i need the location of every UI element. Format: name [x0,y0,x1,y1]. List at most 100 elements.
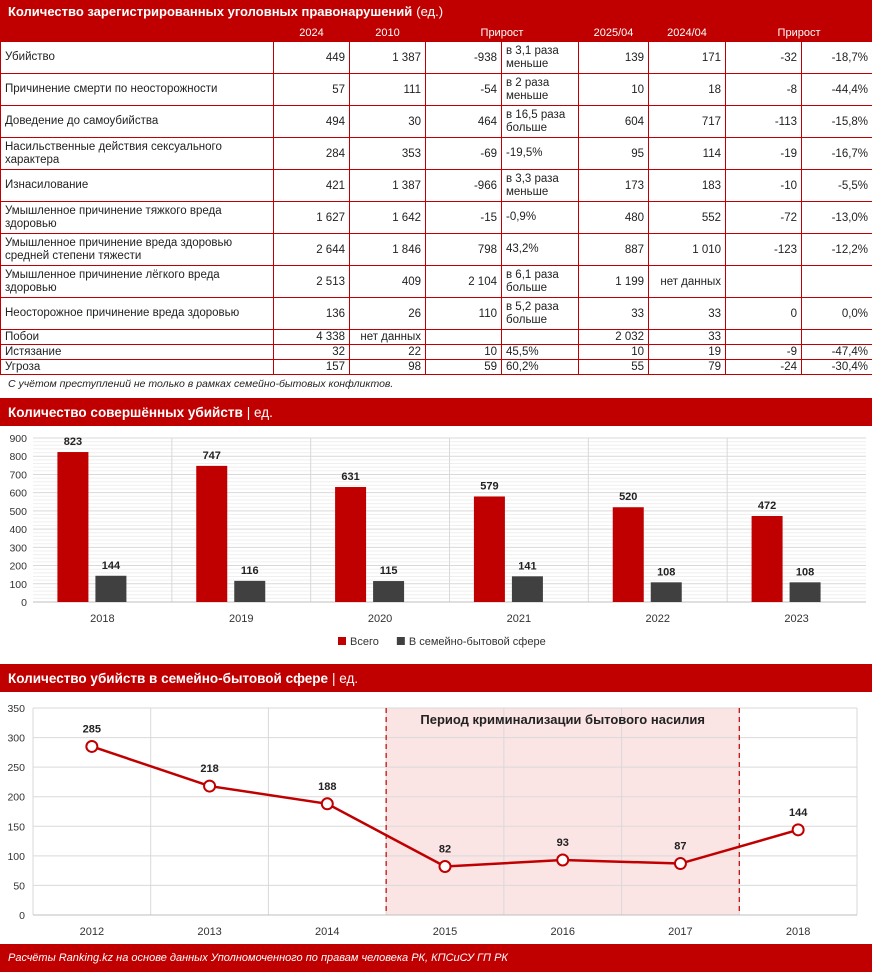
table-cell-v2010: 353 [349,137,426,170]
bar-value-label: 823 [64,436,82,448]
table-cell-v2024-04: 717 [648,105,727,138]
table-cell-growth-rel: 60,2% [500,359,580,375]
table-cell-growth2-rel: -47,4% [801,344,872,360]
table-row: Умышленное причинение лёгкого вреда здор… [0,265,872,298]
line-point [320,797,334,811]
bar [335,487,367,602]
table-cell-growth2-abs: -10 [725,169,803,202]
bar [650,582,682,602]
table-cell-growth-rel: 45,5% [500,344,580,360]
table-cell-v2025-04: 95 [578,137,650,170]
bar [196,465,228,602]
table-cell-v2024: 2 644 [273,233,350,266]
table-cell-growth2-abs: -24 [725,359,803,375]
table-cell-growth-abs: 59 [425,359,502,375]
table-cell-name: Побои [0,329,274,345]
table-cell-v2024: 2 513 [273,265,350,298]
table-cell-growth-abs: -15 [425,201,502,234]
line-x-tick-label: 2012 [80,926,104,938]
bar-y-tick-label: 800 [9,451,27,463]
table-cell-v2010: нет данных [349,329,426,345]
table-cell-v2025-04: 2 032 [578,329,650,345]
table-cell-v2025-04: 10 [578,344,650,360]
line-y-tick-label: 300 [7,733,25,745]
highlight-period [386,708,740,915]
table-cell-v2010: 22 [349,344,426,360]
table-cell-growth-abs: 10 [425,344,502,360]
table-cell-growth-abs: 2 104 [425,265,502,298]
table-cell-name: Причинение смерти по неосторожности [0,73,274,106]
line-chart-unit: | ед. [332,670,359,686]
table-cell-growth-abs: -938 [425,41,502,74]
table-cell-v2010: 1 642 [349,201,426,234]
bar-value-label: 108 [657,566,675,578]
header-growth2: Прирост [725,23,872,42]
line-point [85,739,99,753]
bar-x-tick-label: 2018 [90,613,114,625]
bar [473,496,505,602]
bar-x-tick-label: 2020 [368,613,392,625]
bar [373,581,405,602]
table-cell-name: Истязание [0,344,274,360]
line-y-tick-label: 100 [7,851,25,863]
table-cell-v2025-04: 173 [578,169,650,202]
table-cell-v2024: 284 [273,137,350,170]
line-x-tick-label: 2015 [433,926,457,938]
table-cell-v2024-04: 183 [648,169,727,202]
legend-swatch [396,637,405,645]
bar [612,507,644,602]
table-cell-v2024: 421 [273,169,350,202]
table-cell-growth2-abs [725,265,803,298]
table-cell-v2024: 494 [273,105,350,138]
table-title-banner: Количество зарегистрированных уголовных … [0,0,872,23]
table-cell-v2024: 136 [273,297,350,330]
legend-label: Всего [350,636,379,648]
table-row: Неосторожное причинение вреда здоровью 13… [0,297,872,330]
line-value-label: 188 [318,781,336,793]
line-value-label: 93 [557,837,569,849]
line-chart-title: Количество убийств в семейно-бытовой сфе… [8,670,328,686]
header-2025-04: 2025/04 [578,23,650,42]
table-cell-growth-abs: 464 [425,105,502,138]
bar-value-label: 141 [518,560,536,572]
table-cell-growth2-rel: 0,0% [801,297,872,330]
bar [751,515,783,602]
table-cell-growth2-rel: -5,5% [801,169,872,202]
line-value-label: 285 [83,723,101,735]
bar-value-label: 108 [796,566,814,578]
table-cell-growth2-abs: -72 [725,201,803,234]
table-cell-growth2-abs: -8 [725,73,803,106]
table-cell-v2025-04: 1 199 [578,265,650,298]
header-2010: 2010 [349,23,426,42]
table-cell-growth2-rel [801,265,872,298]
table-cell-growth-rel: в 3,1 раза меньше [500,41,580,74]
line-y-tick-label: 250 [7,762,25,774]
table-row: Насильственные действия сексуального хар… [0,137,872,170]
table-cell-v2024-04: нет данных [648,265,727,298]
table-cell-v2025-04: 480 [578,201,650,234]
header-growth: Прирост [424,23,580,42]
table-row: Истязание 32 22 10 45,5% 10 19 -9 -47,4% [0,344,872,360]
line-point [556,853,570,867]
table-cell-v2024: 1 627 [273,201,350,234]
crime-table: 2024 2010 Прирост 2025/04 2024/04 Прирос… [0,23,872,375]
bar-y-tick-label: 0 [21,597,27,609]
table-cell-growth2-abs: -113 [725,105,803,138]
line-value-label: 82 [439,844,451,856]
bar [95,575,127,602]
table-cell-growth-rel [500,329,580,345]
line-value-label: 218 [200,763,218,775]
table-cell-growth2-rel: -15,8% [801,105,872,138]
line-x-tick-label: 2013 [197,926,221,938]
bar-x-tick-label: 2019 [229,613,253,625]
bar-value-label: 579 [480,480,498,492]
source-note: Расчёты Ranking.kz на основе данных Упол… [0,944,872,972]
table-cell-v2024-04: 18 [648,73,727,106]
table-row: Умышленное причинение тяжкого вреда здор… [0,201,872,234]
table-cell-growth-rel: в 5,2 раза больше [500,297,580,330]
table-cell-name: Убийство [0,41,274,74]
table-unit: (ед.) [416,4,444,19]
table-cell-growth2-rel: -13,0% [801,201,872,234]
table-cell-growth2-rel: -16,7% [801,137,872,170]
line-point [438,860,452,874]
